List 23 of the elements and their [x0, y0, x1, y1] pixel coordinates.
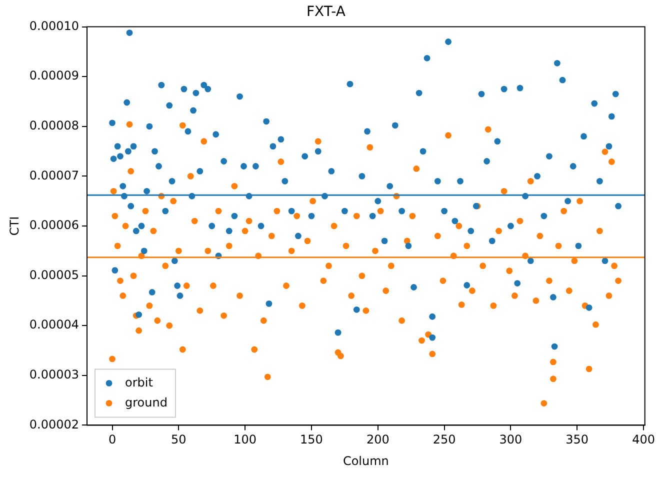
- y-tick-label: 0.00009: [29, 68, 80, 83]
- x-axis-title: Column: [342, 454, 389, 468]
- x-tick-label: 100: [234, 432, 257, 447]
- chart-title: FXT-A: [306, 4, 346, 20]
- y-tick-label: 0.00004: [29, 318, 80, 332]
- x-tick-label: 200: [366, 432, 390, 447]
- x-tick-label: 0: [108, 432, 116, 447]
- y-tick-label: 0.00002: [29, 417, 80, 432]
- x-tick-label: 250: [432, 432, 456, 447]
- x-tick-label: 300: [499, 432, 522, 447]
- y-tick-label: 0.00010: [29, 18, 80, 33]
- x-tick-label: 50: [171, 432, 186, 447]
- x-tick-label: 350: [566, 432, 589, 447]
- x-tick-label: 150: [300, 432, 323, 447]
- y-axis-title: CTI: [7, 216, 22, 236]
- y-tick-label: 0.00006: [29, 218, 80, 232]
- legend-label: ground: [125, 395, 168, 410]
- x-tick-label: 400: [632, 432, 655, 447]
- y-tick-label: 0.00005: [29, 268, 80, 282]
- y-tick-label: 0.00003: [29, 368, 80, 382]
- legend-label: orbit: [125, 375, 154, 390]
- y-tick-label: 0.00007: [29, 168, 80, 182]
- y-tick-label: 0.00008: [29, 118, 80, 133]
